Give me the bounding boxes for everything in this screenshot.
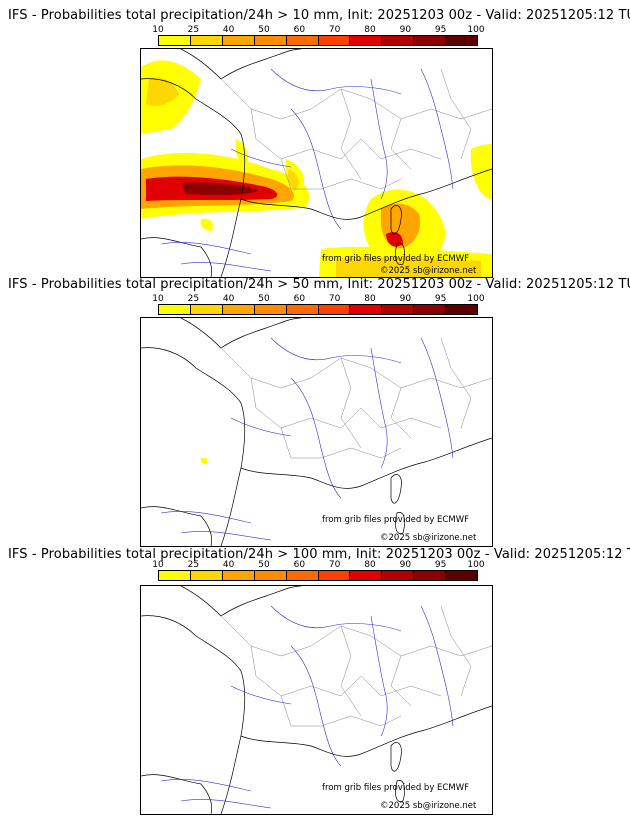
- colorbar-segment: [350, 305, 383, 314]
- colorbar-segment: [222, 571, 255, 580]
- colorbar-tick-label: 80: [364, 25, 376, 35]
- colorbar-segment: [382, 36, 415, 45]
- forecast-panel-100mm: IFS - Probabilities total precipitation/…: [0, 547, 630, 815]
- colorbar-segment: [159, 571, 191, 580]
- copyright-label: ©2025 sb@irizone.net: [380, 266, 477, 276]
- colorbar-segment: [350, 571, 383, 580]
- colorbar-segment: [414, 305, 447, 314]
- colorbar-segment: [446, 305, 478, 314]
- borders: [220, 68, 492, 190]
- colorbar-tick-label: 70: [328, 294, 341, 304]
- panel-title: IFS - Probabilities total precipitation/…: [8, 547, 630, 562]
- rivers: [160, 605, 454, 809]
- map-canvas: [141, 49, 492, 277]
- precip-probability-shading: [200, 457, 208, 465]
- colorbar-tick-label: 10: [152, 294, 164, 304]
- colorbar-tick-label: 10: [152, 560, 164, 570]
- colorbar: [158, 570, 478, 581]
- colorbar-tick-label: 100: [467, 25, 485, 35]
- colorbar-tick-label: 25: [187, 560, 200, 570]
- borders: [220, 337, 492, 459]
- map: [140, 585, 493, 815]
- colorbar-ticks: 10 25 40 50 60 70 80 90 95 100: [152, 294, 484, 304]
- rivers: [160, 68, 454, 272]
- colorbar-segment: [159, 36, 191, 45]
- colorbar: [158, 304, 478, 315]
- coastlines: [141, 49, 492, 277]
- colorbar-segment: [222, 305, 255, 314]
- colorbar-tick-label: 95: [434, 294, 447, 304]
- rivers: [160, 337, 454, 541]
- copyright-label: ©2025 sb@irizone.net: [380, 801, 477, 811]
- colorbar-segment: [222, 36, 255, 45]
- colorbar-tick-label: 95: [434, 25, 447, 35]
- colorbar-segment: [318, 36, 351, 45]
- colorbar-segment: [254, 36, 287, 45]
- colorbar-tick-label: 10: [152, 25, 164, 35]
- coastlines: [141, 586, 492, 814]
- colorbar-tick-label: 90: [399, 560, 412, 570]
- colorbar: [158, 35, 478, 46]
- map: [140, 48, 493, 278]
- colorbar-tick-label: 40: [222, 294, 235, 304]
- colorbar-segment: [254, 571, 287, 580]
- colorbar-tick-label: 80: [364, 294, 376, 304]
- colorbar-tick-label: 60: [293, 294, 306, 304]
- colorbar-segment: [318, 571, 351, 580]
- colorbar-segment: [286, 305, 319, 314]
- colorbar-tick-label: 100: [467, 294, 485, 304]
- colorbar-segment: [254, 305, 287, 314]
- colorbar-tick-label: 70: [328, 25, 341, 35]
- coastlines: [141, 318, 492, 546]
- colorbar-tick-label: 40: [222, 25, 235, 35]
- colorbar-tick-label: 50: [258, 25, 270, 35]
- colorbar-segment: [190, 305, 223, 314]
- colorbar-segment: [414, 571, 447, 580]
- colorbar-tick-label: 40: [222, 560, 235, 570]
- colorbar-tick-label: 60: [293, 25, 306, 35]
- borders: [220, 605, 492, 727]
- colorbar-tick-label: 90: [399, 294, 412, 304]
- colorbar-tick-label: 95: [434, 560, 447, 570]
- colorbar-segment: [286, 571, 319, 580]
- colorbar-tick-label: 100: [467, 560, 485, 570]
- colorbar-tick-label: 70: [328, 560, 341, 570]
- forecast-panel-50mm: IFS - Probabilities total precipitation/…: [0, 277, 630, 547]
- colorbar-segment: [446, 571, 478, 580]
- colorbar-segment: [382, 571, 415, 580]
- data-source-label: from grib files provided by ECMWF: [322, 254, 469, 264]
- precip-probability-shading: [141, 60, 492, 277]
- colorbar-segment: [382, 305, 415, 314]
- colorbar-tick-label: 80: [364, 560, 376, 570]
- map-canvas: [141, 586, 492, 814]
- colorbar-tick-label: 50: [258, 294, 270, 304]
- data-source-label: from grib files provided by ECMWF: [322, 515, 469, 525]
- colorbar-segment: [190, 36, 223, 45]
- colorbar-ticks: 10 25 40 50 60 70 80 90 95 100: [152, 25, 484, 35]
- map-canvas: [141, 318, 492, 546]
- copyright-label: ©2025 sb@irizone.net: [380, 533, 477, 543]
- colorbar-segment: [190, 571, 223, 580]
- colorbar-tick-label: 50: [258, 560, 270, 570]
- colorbar-segment: [159, 305, 191, 314]
- data-source-label: from grib files provided by ECMWF: [322, 783, 469, 793]
- panel-title: IFS - Probabilities total precipitation/…: [8, 277, 630, 292]
- colorbar-segment: [414, 36, 447, 45]
- colorbar-tick-label: 25: [187, 294, 200, 304]
- colorbar-segment: [318, 305, 351, 314]
- colorbar-tick-label: 60: [293, 560, 306, 570]
- colorbar-tick-label: 25: [187, 25, 200, 35]
- map: [140, 317, 493, 547]
- colorbar-segment: [350, 36, 383, 45]
- colorbar-segment: [446, 36, 478, 45]
- colorbar-tick-label: 90: [399, 25, 412, 35]
- colorbar-ticks: 10 25 40 50 60 70 80 90 95 100: [152, 560, 484, 570]
- panel-title: IFS - Probabilities total precipitation/…: [8, 8, 630, 23]
- forecast-panel-10mm: IFS - Probabilities total precipitation/…: [0, 8, 630, 278]
- colorbar-segment: [286, 36, 319, 45]
